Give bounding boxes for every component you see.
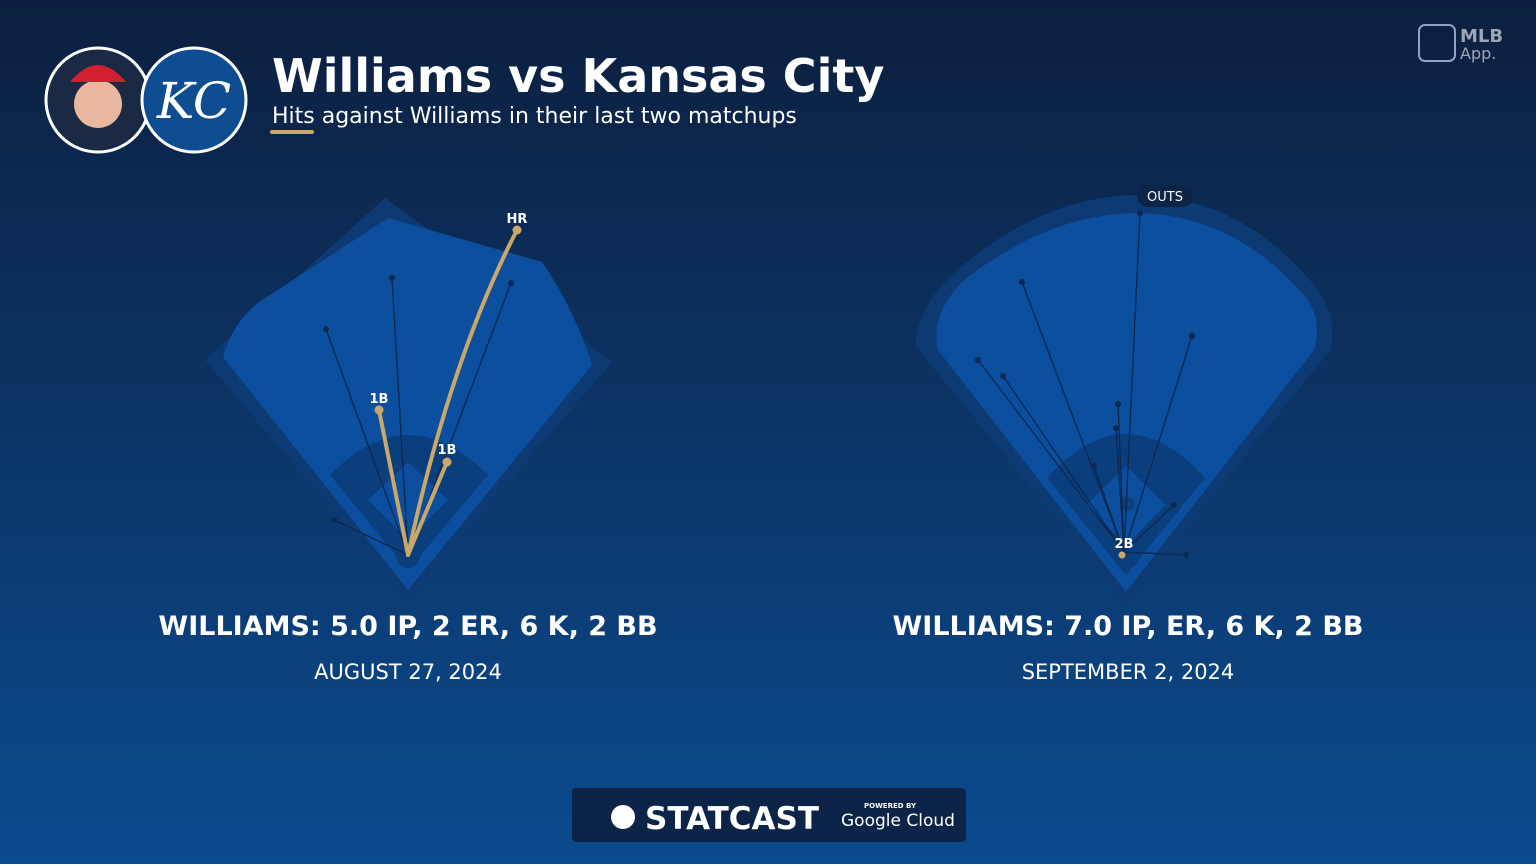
hit-dot [442, 457, 452, 467]
out-line [1021, 281, 1125, 553]
mlb-app-icon [1418, 24, 1456, 62]
statcast-label: STATCAST [645, 801, 819, 837]
out-dot [1189, 333, 1195, 339]
player-cap [70, 65, 126, 82]
player-face [74, 80, 122, 128]
spray-chart-1: HR 1B 1B [205, 198, 612, 600]
powered-by: POWERED BY [864, 802, 917, 810]
statcast-badge [572, 788, 966, 842]
out-dot [1183, 552, 1189, 558]
out-dot [323, 326, 329, 332]
out-line [1123, 551, 1187, 556]
out-dot [1019, 279, 1025, 285]
hit-line [406, 460, 449, 557]
app-label: App. [1460, 44, 1496, 63]
outs-badge [1137, 185, 1193, 207]
out-dot [975, 357, 981, 363]
out-line [1123, 504, 1175, 553]
hit-line [377, 408, 410, 557]
out-line [1115, 427, 1125, 553]
out-dot [508, 280, 514, 286]
home-plate [1114, 545, 1138, 569]
out-line [1093, 465, 1125, 553]
out-dot [1171, 502, 1177, 508]
out-line [977, 359, 1125, 553]
hit-dot [512, 225, 522, 235]
out-dot [1091, 463, 1097, 469]
game-date: SEPTEMBER 2, 2024 [1022, 660, 1235, 684]
game-line: WILLIAMS: 7.0 IP, ER, 6 K, 2 BB [893, 611, 1364, 642]
title: Williams vs Kansas City [272, 49, 884, 103]
spray-chart-2: OUTS 2B [915, 185, 1333, 605]
mound [1121, 497, 1135, 511]
mlb-label: MLB [1460, 26, 1503, 47]
hit-dot [1118, 551, 1126, 559]
out-line [1123, 212, 1141, 553]
out-dot [1115, 401, 1121, 407]
hit-label: 2B [1115, 537, 1134, 552]
outs-label: OUTS [1147, 190, 1183, 205]
hit-label: 1B [370, 392, 389, 407]
game-date: AUGUST 27, 2024 [314, 660, 502, 684]
out-dot [1137, 210, 1143, 216]
out-dot [389, 275, 395, 281]
subtitle: Hits against Williams in their last two … [272, 104, 797, 129]
out-line [325, 328, 409, 556]
game-line: WILLIAMS: 5.0 IP, 2 ER, 6 K, 2 BB [158, 611, 657, 642]
subtitle-underline [270, 130, 314, 134]
out-dot [331, 517, 337, 523]
out-dot [1113, 425, 1119, 431]
out-line [1002, 375, 1125, 553]
outs [975, 210, 1195, 558]
mlb-logo [611, 805, 635, 829]
out-line [1123, 335, 1193, 553]
hit-line [406, 228, 519, 557]
out-line [391, 277, 409, 556]
out-dot [1000, 373, 1006, 379]
team-logo-text: KC [156, 72, 231, 130]
hit-dot [374, 405, 384, 415]
hit-label: HR [507, 212, 528, 227]
google-cloud: Google Cloud [841, 811, 955, 831]
team-logo [140, 46, 248, 154]
hit-label: 1B [438, 443, 457, 458]
diamond [368, 462, 448, 540]
out-line [333, 519, 409, 556]
